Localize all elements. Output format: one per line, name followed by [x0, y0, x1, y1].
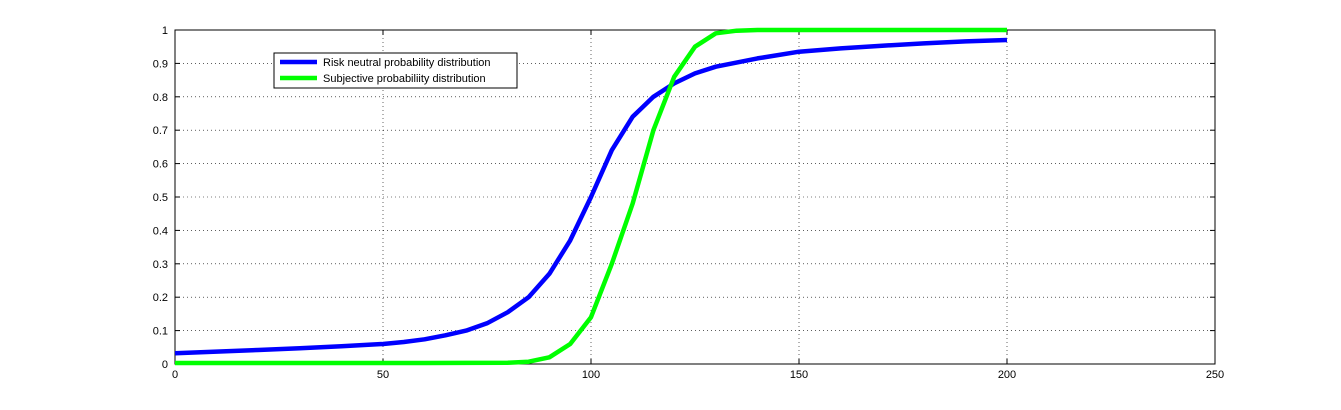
- legend-box: [273, 52, 518, 89]
- x-tick-label: 150: [790, 369, 808, 381]
- x-tick-label: 250: [1206, 369, 1224, 381]
- y-tick-label: 0.3: [153, 259, 168, 271]
- y-tick-label: 0.4: [153, 225, 168, 237]
- series-line-0: [174, 37, 1008, 356]
- y-tick-label: 0.8: [153, 92, 168, 104]
- grid: [175, 30, 1215, 364]
- legend-label-risk-neutral: Risk neutral probability distribution: [323, 57, 491, 69]
- x-tick-label: 0: [172, 369, 178, 381]
- y-tick-label: 0.7: [153, 125, 168, 137]
- y-tick-label: 0.9: [153, 58, 168, 70]
- series-lines: [174, 27, 1008, 366]
- x-tick-label: 50: [377, 369, 389, 381]
- y-tick-label: 0.1: [153, 326, 168, 338]
- legend: Risk neutral probability distribution Su…: [273, 52, 518, 89]
- y-tick-label: 0.6: [153, 159, 168, 171]
- x-tick-label: 100: [582, 369, 600, 381]
- y-tick-label: 1: [162, 25, 168, 37]
- y-tick-label: 0: [162, 359, 168, 371]
- axis-ticks: 0 50 100 150 200 250 0 0.1 0.2 0.3 0.4 0.5 0.6 0.7 0.8…: [153, 25, 1224, 381]
- y-tick-label: 0.2: [153, 292, 168, 304]
- series-line-1: [175, 27, 1007, 366]
- legend-label-subjective: Subjective probabiliity distribution: [323, 73, 486, 85]
- x-tick-label: 200: [998, 369, 1016, 381]
- y-tick-label: 0.5: [153, 192, 168, 204]
